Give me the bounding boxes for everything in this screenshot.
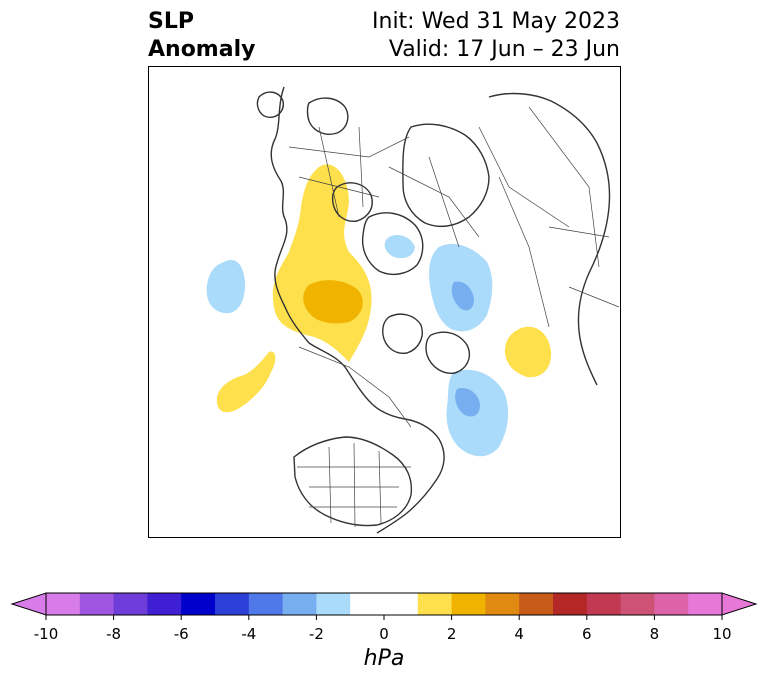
colorbar-graphic: -10 -8 -6 -4 -2 0 2 4 6 8 10	[10, 592, 758, 643]
colorbar-tick-label: -8	[106, 625, 121, 643]
colorbar-tick-label: -10	[34, 625, 59, 643]
colorbar-tick-label: 8	[650, 625, 660, 643]
negative-anomaly-atlantic-core	[455, 387, 480, 417]
colorbar-bin	[350, 593, 385, 615]
colorbar-tick-label: -6	[174, 625, 189, 643]
colorbar-bin	[384, 593, 419, 615]
colorbar-tick-label: -4	[241, 625, 256, 643]
forecast-dates: Init: Wed 31 May 2023 Valid: 17 Jun – 23…	[372, 8, 620, 64]
map-canvas	[206, 86, 620, 534]
colorbar-bin	[113, 593, 148, 615]
colorbar-tick-label: 10	[712, 625, 731, 643]
positive-anomaly-north-america-west	[272, 164, 372, 362]
colorbar-tick-label: 4	[514, 625, 524, 643]
colorbar-bin	[688, 593, 723, 615]
colorbar-tick-label: 2	[447, 625, 457, 643]
negative-anomaly-siberia-core	[451, 281, 474, 311]
colorbar-ticks: -10 -8 -6 -4 -2 0 2 4 6 8 10	[34, 615, 732, 643]
colorbar-bin	[586, 593, 622, 615]
colorbar-extend-high	[721, 592, 758, 616]
valid-range: Valid: 17 Jun – 23 Jun	[388, 37, 620, 62]
title-line-2: Anomaly	[148, 37, 256, 62]
colorbar-bin	[485, 593, 520, 615]
colorbar-tick-label: 6	[582, 625, 592, 643]
colorbar-tick-label: -2	[309, 625, 324, 643]
positive-anomaly-core	[303, 280, 363, 324]
colorbar-bin	[181, 593, 216, 615]
colorbar-bin	[215, 593, 250, 615]
colorbar-bin	[147, 593, 182, 615]
init-date: Init: Wed 31 May 2023	[372, 9, 620, 34]
colorbar-unit-label: hPa	[363, 646, 405, 671]
colorbar-bin	[79, 593, 115, 615]
colorbar-bin	[654, 593, 689, 615]
colorbar-bin	[451, 593, 486, 615]
colorbar: -10 -8 -6 -4 -2 0 2 4 6 8 10	[0, 580, 768, 684]
colorbar-bin	[248, 593, 284, 615]
colorbar-bin	[553, 593, 588, 615]
title-line-1: SLP	[148, 9, 194, 34]
colorbar-tick-label: 0	[379, 625, 389, 643]
slp-anomaly-map	[148, 66, 621, 538]
colorbar-extend-low	[10, 592, 47, 616]
colorbar-bin	[620, 593, 655, 615]
colorbar-bins	[10, 592, 758, 616]
political-borders	[288, 106, 620, 528]
map-title: SLP Anomaly	[148, 8, 255, 64]
negative-anomaly-west-pacific	[206, 259, 245, 314]
negative-anomaly-small	[384, 235, 415, 259]
colorbar-bin	[282, 593, 317, 615]
positive-anomaly-europe	[504, 326, 552, 378]
coastlines	[256, 86, 611, 534]
positive-anomaly-north-pacific	[216, 351, 276, 413]
colorbar-bin	[316, 593, 351, 615]
colorbar-bin	[46, 593, 81, 615]
anomaly-fields	[206, 164, 552, 457]
colorbar-bin	[519, 593, 554, 615]
colorbar-bin	[417, 593, 453, 615]
